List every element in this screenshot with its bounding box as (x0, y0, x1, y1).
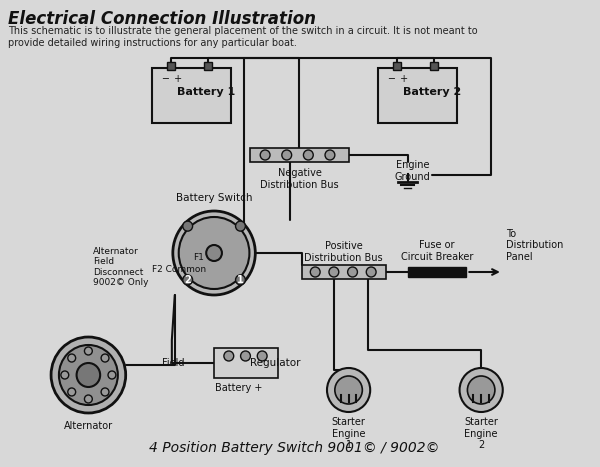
Circle shape (173, 211, 256, 295)
FancyBboxPatch shape (204, 62, 212, 70)
Text: Battery Switch: Battery Switch (176, 193, 253, 203)
Text: Battery +: Battery + (215, 383, 262, 393)
Circle shape (68, 388, 76, 396)
Circle shape (282, 150, 292, 160)
Text: Engine
Ground: Engine Ground (395, 160, 430, 182)
Circle shape (366, 267, 376, 277)
FancyBboxPatch shape (152, 68, 231, 123)
FancyBboxPatch shape (393, 62, 401, 70)
Circle shape (77, 363, 100, 387)
Text: Fuse or
Circuit Breaker: Fuse or Circuit Breaker (401, 241, 473, 262)
FancyBboxPatch shape (250, 148, 349, 162)
Text: Starter
Engine
2: Starter Engine 2 (464, 417, 498, 450)
Circle shape (85, 395, 92, 403)
Circle shape (61, 371, 69, 379)
Text: 1: 1 (237, 275, 244, 285)
Text: Regulator: Regulator (250, 358, 301, 368)
Circle shape (460, 368, 503, 412)
Text: Positive
Distribution Bus: Positive Distribution Bus (304, 241, 383, 263)
Text: Battery 1: Battery 1 (177, 87, 235, 97)
Text: Alternator
Field
Disconnect
9002© Only: Alternator Field Disconnect 9002© Only (93, 247, 149, 287)
Text: 4 Position Battery Switch 9001© / 9002©: 4 Position Battery Switch 9001© / 9002© (149, 441, 440, 455)
Circle shape (327, 368, 370, 412)
Circle shape (236, 275, 245, 285)
FancyBboxPatch shape (214, 348, 278, 378)
Circle shape (224, 351, 234, 361)
Circle shape (310, 267, 320, 277)
FancyBboxPatch shape (378, 68, 457, 123)
Circle shape (304, 150, 313, 160)
Circle shape (206, 245, 222, 261)
Circle shape (347, 267, 358, 277)
Circle shape (335, 376, 362, 404)
FancyBboxPatch shape (302, 265, 386, 279)
Circle shape (257, 351, 267, 361)
Circle shape (329, 267, 339, 277)
Circle shape (241, 351, 250, 361)
Circle shape (179, 217, 250, 289)
Text: ─  +: ─ + (388, 74, 408, 84)
Circle shape (183, 275, 193, 285)
Circle shape (467, 376, 495, 404)
Circle shape (260, 150, 270, 160)
Text: F2 Common: F2 Common (152, 264, 206, 274)
Circle shape (51, 337, 125, 413)
Circle shape (85, 347, 92, 355)
Text: Field: Field (162, 358, 185, 368)
FancyBboxPatch shape (407, 267, 466, 277)
Circle shape (183, 221, 193, 231)
Circle shape (59, 345, 118, 405)
Circle shape (236, 221, 245, 231)
Circle shape (101, 354, 109, 362)
Circle shape (101, 388, 109, 396)
Circle shape (108, 371, 116, 379)
Text: ─  +: ─ + (162, 74, 182, 84)
Text: F1: F1 (193, 254, 204, 262)
Circle shape (68, 354, 76, 362)
Text: This schematic is to illustrate the general placement of the switch in a circuit: This schematic is to illustrate the gene… (8, 26, 478, 48)
FancyBboxPatch shape (430, 62, 438, 70)
Text: Battery 2: Battery 2 (403, 87, 461, 97)
Text: 2: 2 (184, 275, 191, 285)
Text: Starter
Engine
1: Starter Engine 1 (332, 417, 365, 450)
Text: To
Distribution
Panel: To Distribution Panel (506, 229, 563, 262)
Text: Electrical Connection Illustration: Electrical Connection Illustration (8, 10, 316, 28)
Text: Negative
Distribution Bus: Negative Distribution Bus (260, 168, 339, 190)
FancyBboxPatch shape (167, 62, 175, 70)
Text: Alternator: Alternator (64, 421, 113, 431)
Circle shape (325, 150, 335, 160)
